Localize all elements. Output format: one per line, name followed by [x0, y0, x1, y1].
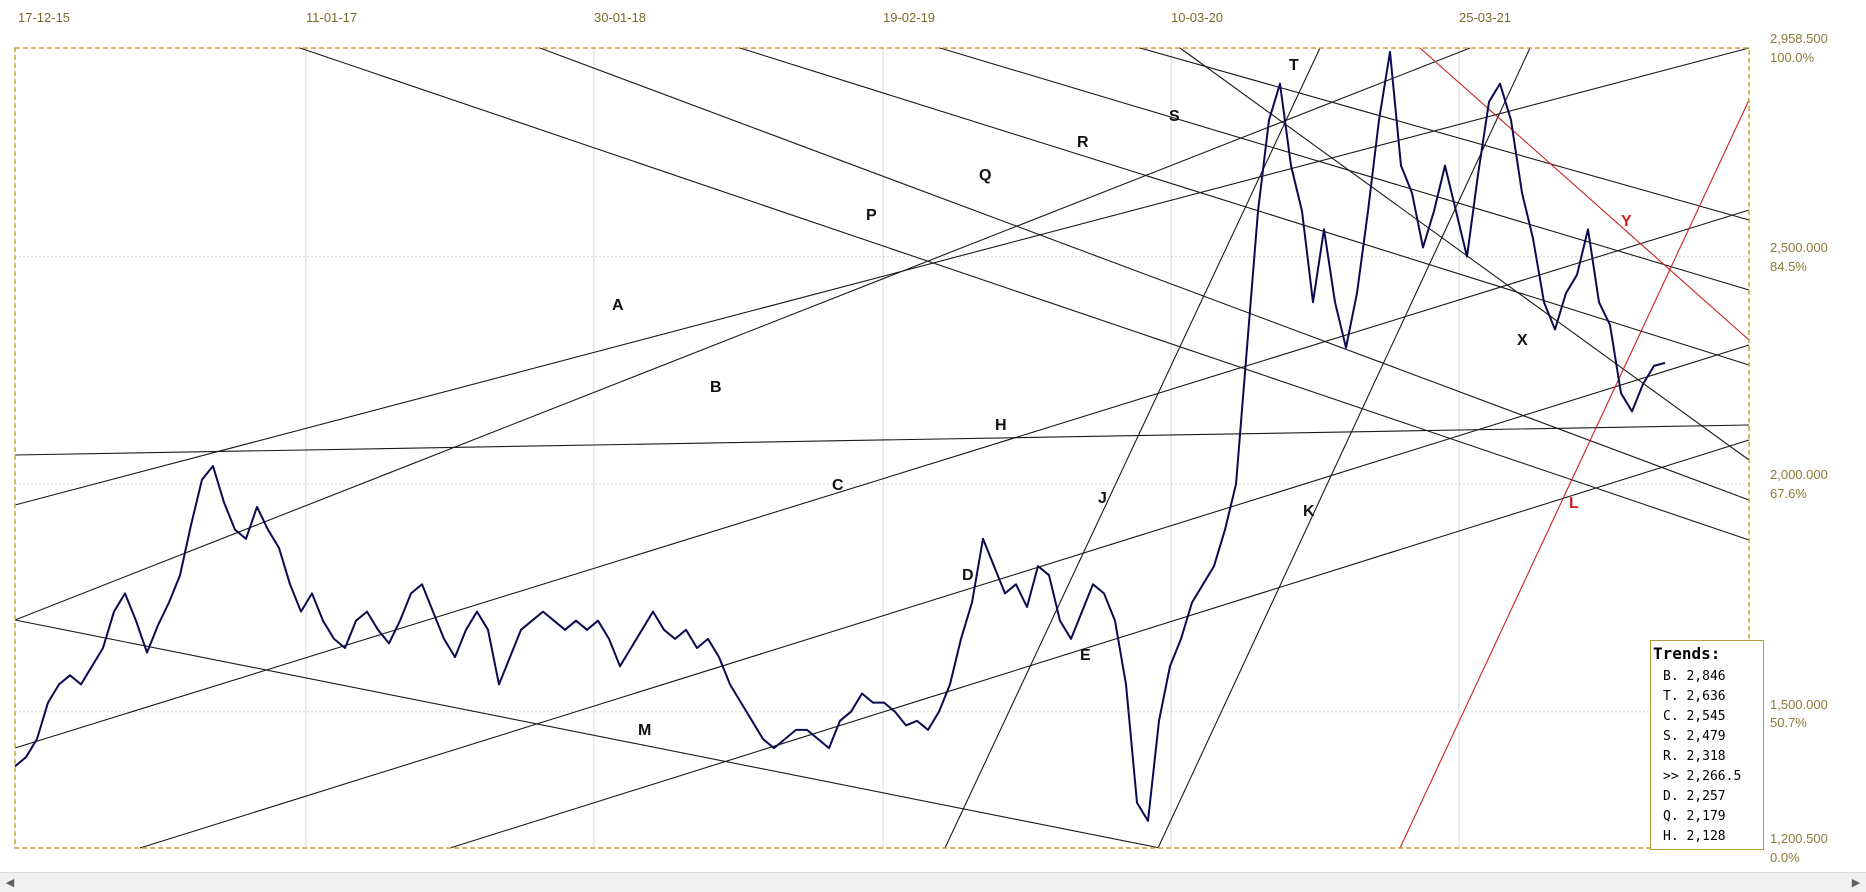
trend-line — [944, 47, 1321, 849]
y-tick-percent: 50.7% — [1770, 715, 1807, 730]
trend-line — [14, 47, 1750, 506]
trend-line — [1139, 47, 1750, 221]
grid-lines — [15, 48, 1749, 848]
scroll-left-icon[interactable]: ◀ — [5, 876, 15, 889]
trend-label-k: K — [1303, 503, 1315, 520]
x-tick-label: 10-03-20 — [1171, 10, 1224, 25]
trend-line — [1157, 47, 1531, 849]
y-tick-percent: 0.0% — [1770, 850, 1800, 865]
y-tick-price: 1,200.500 — [1770, 831, 1828, 846]
trend-row: H. 2,128 — [1663, 829, 1726, 844]
trend-lines — [14, 47, 1750, 849]
trend-line — [1419, 47, 1750, 341]
trend-row-current: >> 2,266.5 — [1663, 769, 1742, 784]
y-tick-percent: 67.6% — [1770, 486, 1807, 501]
trend-row: B. 2,846 — [1663, 669, 1726, 684]
trend-label-m: M — [638, 722, 651, 739]
trend-line — [739, 47, 1750, 366]
trends-title: Trends: — [1653, 644, 1721, 663]
trend-label-j: J — [1098, 490, 1107, 507]
x-tick-label: 17-12-15 — [18, 10, 71, 25]
trend-line — [1179, 47, 1750, 461]
trend-label-l: L — [1569, 495, 1579, 512]
price-series — [14, 50, 1666, 822]
x-tick-label: 25-03-21 — [1459, 10, 1512, 25]
trend-line — [449, 439, 1750, 849]
trend-label-e: E — [1080, 647, 1091, 664]
trend-row: D. 2,257 — [1663, 789, 1726, 804]
trend-line — [299, 47, 1750, 541]
trend-line — [139, 344, 1750, 849]
trend-label-s: S — [1169, 108, 1180, 125]
trend-line — [939, 47, 1750, 291]
horizontal-scrollbar[interactable]: ◀ ▶ — [0, 872, 1866, 892]
x-tick-label: 30-01-18 — [594, 10, 647, 25]
trend-row: S. 2,479 — [1663, 729, 1726, 744]
chart-canvas[interactable]: A B C D E H J K M P Q R S T X L Y — [0, 0, 1866, 872]
trend-row: C. 2,545 — [1663, 709, 1726, 724]
trend-label-t: T — [1289, 57, 1299, 74]
trend-line — [14, 424, 1750, 456]
x-tick-label: 11-01-17 — [306, 10, 358, 25]
trend-label-b: B — [710, 379, 722, 396]
trend-row: T. 2,636 — [1663, 689, 1726, 704]
trend-row: R. 2,318 — [1663, 749, 1726, 764]
trend-label-p: P — [866, 207, 877, 224]
y-tick-price: 2,500.000 — [1770, 240, 1828, 255]
trend-label-c: C — [832, 477, 844, 494]
trend-row: Q. 2,179 — [1663, 809, 1726, 824]
trend-label-r: R — [1077, 134, 1089, 151]
scroll-right-icon[interactable]: ▶ — [1851, 876, 1861, 889]
trend-line — [539, 47, 1750, 501]
y-tick-percent: 84.5% — [1770, 259, 1807, 274]
y-tick-percent: 100.0% — [1770, 50, 1815, 65]
trend-label-x: X — [1517, 332, 1528, 349]
trend-label-d: D — [962, 567, 974, 584]
trend-line — [1399, 99, 1750, 849]
trend-line — [14, 619, 1161, 849]
trend-labels: A B C D E H J K M P Q R S T X L Y — [612, 57, 1632, 739]
x-tick-label: 19-02-19 — [883, 10, 936, 25]
trends-panel: Trends: B. 2,846 T. 2,636 C. 2,545 S. 2,… — [1650, 640, 1764, 850]
trend-line — [14, 209, 1750, 749]
trend-line — [14, 47, 1471, 621]
trend-label-q: Q — [979, 167, 991, 184]
y-tick-price: 2,000.000 — [1770, 467, 1828, 482]
plot-frame — [14, 47, 1750, 849]
trend-label-y: Y — [1621, 213, 1632, 230]
trend-label-a: A — [612, 297, 624, 314]
y-tick-price: 1,500.000 — [1770, 697, 1828, 712]
price-line — [14, 50, 1666, 822]
y-tick-price: 2,958.500 — [1770, 31, 1828, 46]
trend-label-h: H — [995, 417, 1007, 434]
